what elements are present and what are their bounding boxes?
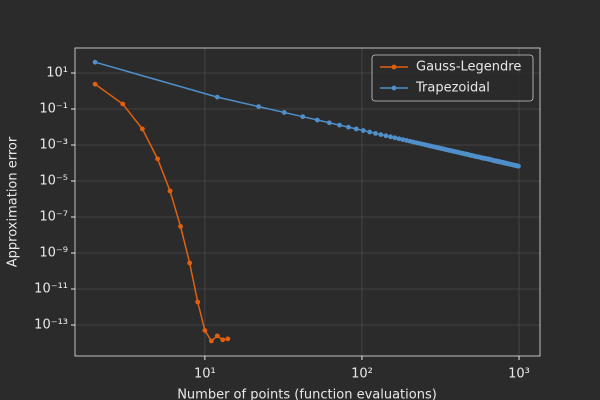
plot-area bbox=[92, 59, 521, 344]
y-tick-label: 10⁻⁹ bbox=[39, 246, 68, 261]
point bbox=[326, 120, 332, 126]
point bbox=[220, 337, 226, 343]
point bbox=[337, 122, 342, 128]
point bbox=[360, 128, 366, 133]
point bbox=[178, 224, 183, 229]
point bbox=[187, 260, 193, 266]
point bbox=[92, 59, 98, 65]
point bbox=[383, 133, 389, 139]
y-tick-label: 10⁻⁵ bbox=[39, 174, 68, 189]
y-tick-label: 10⁻¹ bbox=[39, 102, 68, 117]
point bbox=[208, 338, 214, 344]
y-tick-label: 10⁻¹³ bbox=[34, 318, 68, 333]
point bbox=[281, 110, 287, 115]
legend-box bbox=[371, 54, 534, 102]
point bbox=[214, 333, 220, 339]
point bbox=[139, 126, 145, 132]
y-axis-label: Approximation error bbox=[6, 136, 21, 267]
x-tick-label: 10³ bbox=[508, 367, 530, 382]
point bbox=[256, 104, 262, 110]
point bbox=[225, 336, 231, 342]
point bbox=[400, 137, 406, 143]
point bbox=[314, 117, 320, 123]
x-tick-label: 10¹ bbox=[194, 367, 216, 382]
legend-label: Trapezoidal bbox=[415, 81, 490, 96]
point bbox=[195, 299, 201, 305]
point bbox=[214, 94, 220, 100]
legend-label: Gauss-Legendre bbox=[416, 60, 521, 75]
plot-frame bbox=[74, 47, 541, 357]
point bbox=[373, 130, 378, 136]
legend-marker bbox=[391, 85, 397, 91]
legend-marker bbox=[391, 64, 397, 70]
y-tick-label: 10⁻⁷ bbox=[39, 210, 68, 225]
point bbox=[392, 135, 398, 141]
y-tick-label: 10⁻¹¹ bbox=[34, 282, 68, 297]
point bbox=[120, 101, 126, 107]
point bbox=[346, 124, 351, 130]
point bbox=[396, 136, 402, 142]
y-tick-label: 10⁻³ bbox=[39, 138, 68, 153]
point bbox=[378, 132, 384, 137]
x-axis-label: Number of points (function evaluations) bbox=[177, 388, 437, 400]
x-tick-label: 10² bbox=[351, 367, 373, 382]
point bbox=[155, 156, 160, 162]
point bbox=[353, 126, 359, 132]
point bbox=[300, 114, 306, 120]
point bbox=[516, 163, 521, 169]
point bbox=[202, 328, 208, 333]
point bbox=[388, 134, 393, 140]
point bbox=[167, 188, 173, 194]
point bbox=[367, 129, 373, 135]
point bbox=[92, 81, 98, 87]
y-tick-label: 10¹ bbox=[46, 66, 68, 81]
